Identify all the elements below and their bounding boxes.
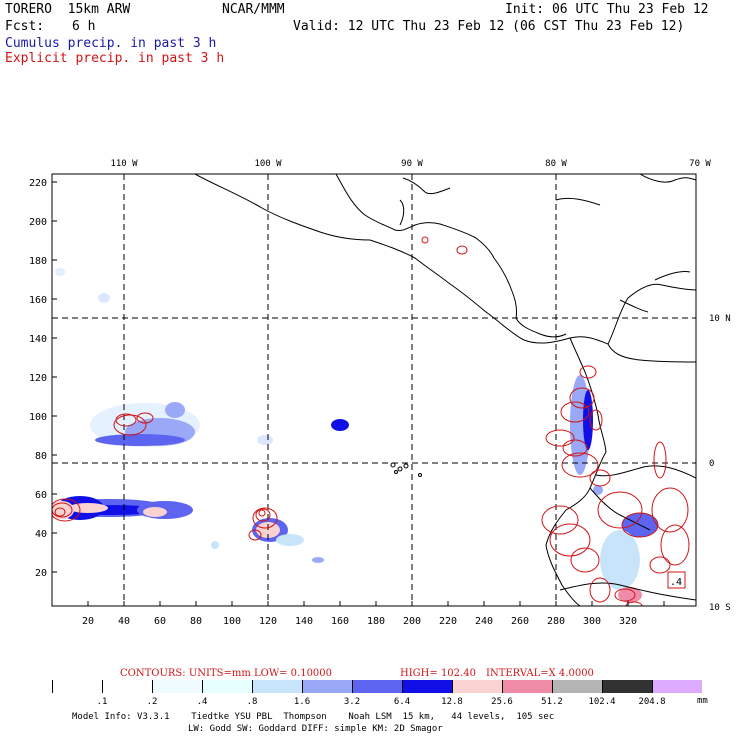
- y-tick: 160: [29, 295, 47, 306]
- y-tick: 220: [29, 178, 47, 189]
- x-tick: 160: [331, 616, 349, 627]
- contour-value-label: .4: [670, 577, 682, 588]
- colorbar-cell: [452, 680, 502, 693]
- y-tick: 120: [29, 373, 47, 384]
- colorbar-cell: [352, 680, 402, 693]
- y-tick-labels: 220 200 180 160 140 120 100 80 60 40 20: [29, 178, 47, 579]
- lat-label: 0: [709, 459, 714, 469]
- colorbar-label: 25.6: [491, 697, 513, 707]
- contour-info-interval: INTERVAL=X 4.0000: [486, 668, 594, 679]
- x-tick: 100: [223, 616, 241, 627]
- x-tick-labels: 20 40 60 80 100 120 140 160 180 200 220 …: [82, 616, 637, 627]
- contour-info-units: CONTOURS: UNITS=mm LOW= 0.10000: [120, 668, 332, 679]
- forecast-label: Fcst:: [5, 19, 45, 34]
- x-tick: 220: [439, 616, 457, 627]
- colorbar-cell: [652, 680, 702, 693]
- x-tick: 200: [403, 616, 421, 627]
- y-tick: 100: [29, 412, 47, 423]
- y-tick: 200: [29, 217, 47, 228]
- y-tick: 140: [29, 334, 47, 345]
- lon-labels: 110 W 100 W 90 W 80 W 70 W: [110, 159, 711, 169]
- axis-ticks: [52, 181, 665, 606]
- x-tick: 140: [295, 616, 313, 627]
- x-tick: 300: [583, 616, 601, 627]
- physics-info: LW: Godd SW: Goddard DIFF: simple KM: 2D…: [188, 724, 443, 734]
- field-cumulus-precip: Cumulus precip. in past 3 h: [5, 36, 217, 51]
- x-tick: 260: [511, 616, 529, 627]
- lon-label: 110 W: [110, 159, 138, 169]
- colorbar-units: mm: [697, 696, 708, 706]
- plot-frame: [51, 173, 697, 607]
- colorbar-cell: [302, 680, 352, 693]
- colorbar-label: 51.2: [541, 697, 563, 707]
- colorbar-label: .1: [96, 697, 108, 707]
- x-tick: 40: [118, 616, 130, 627]
- y-tick: 80: [35, 451, 47, 462]
- colorbar-cell: [552, 680, 602, 693]
- colorbar-label: 12.8: [441, 697, 463, 707]
- model-title: TORERO 15km ARW: [5, 2, 131, 17]
- colorbar-label: 6.4: [393, 697, 411, 707]
- colorbar-label: 204.8: [638, 697, 666, 707]
- lon-label: 80 W: [545, 159, 567, 169]
- colorbar-cell: [52, 680, 102, 693]
- x-tick: 20: [82, 616, 94, 627]
- y-tick: 60: [35, 490, 47, 501]
- colorbar-cell: [202, 680, 252, 693]
- cumulus-precip-areas: [52, 268, 658, 603]
- organization: NCAR/MMM: [222, 2, 285, 17]
- lon-label: 90 W: [401, 159, 423, 169]
- colorbar-label: 3.2: [343, 697, 361, 707]
- lat-lon-grid: [52, 174, 696, 606]
- x-tick: 240: [475, 616, 493, 627]
- colorbar-cell: [402, 680, 452, 693]
- field-explicit-precip: Explicit precip. in past 3 h: [5, 51, 225, 66]
- x-tick: 180: [367, 616, 385, 627]
- x-tick: 120: [259, 616, 277, 627]
- coastlines: [194, 174, 696, 606]
- x-tick: 80: [190, 616, 202, 627]
- y-tick: 20: [35, 568, 47, 579]
- lat-label: 10 S: [709, 603, 731, 613]
- y-tick: 40: [35, 529, 47, 540]
- colorbar-label: 102.4: [588, 697, 616, 707]
- colorbar-cell: [502, 680, 552, 693]
- init-time: Init: 06 UTC Thu 23 Feb 12: [505, 2, 709, 17]
- valid-time: Valid: 12 UTC Thu 23 Feb 12 (06 CST Thu …: [293, 19, 685, 34]
- colorbar-label: 1.6: [293, 697, 311, 707]
- colorbar-label: .8: [246, 697, 258, 707]
- x-tick: 320: [619, 616, 637, 627]
- forecast-hours: 6 h: [72, 19, 96, 34]
- colorbar-cell: [152, 680, 202, 693]
- lat-label: 10 N: [709, 314, 731, 324]
- colorbar-label: .4: [196, 697, 208, 707]
- lon-label: 70 W: [689, 159, 711, 169]
- contour-info: CONTOURS: UNITS=mm LOW= 0.10000 HIGH= 10…: [120, 668, 594, 679]
- colorbar-label: .2: [146, 697, 158, 707]
- colorbar-cell: [102, 680, 152, 693]
- explicit-precip-contours: [52, 236, 690, 606]
- contour-info-high: HIGH= 102.40: [400, 668, 476, 679]
- lon-label: 100 W: [254, 159, 282, 169]
- colorbar-cell: [252, 680, 302, 693]
- x-tick: 280: [547, 616, 565, 627]
- model-info: Model Info: V3.3.1 Tiedtke YSU PBL Thomp…: [72, 712, 555, 722]
- colorbar-cell: [602, 680, 652, 693]
- x-tick: 60: [154, 616, 166, 627]
- y-tick: 180: [29, 256, 47, 267]
- lat-labels: 10 N 0 10 S: [709, 314, 731, 613]
